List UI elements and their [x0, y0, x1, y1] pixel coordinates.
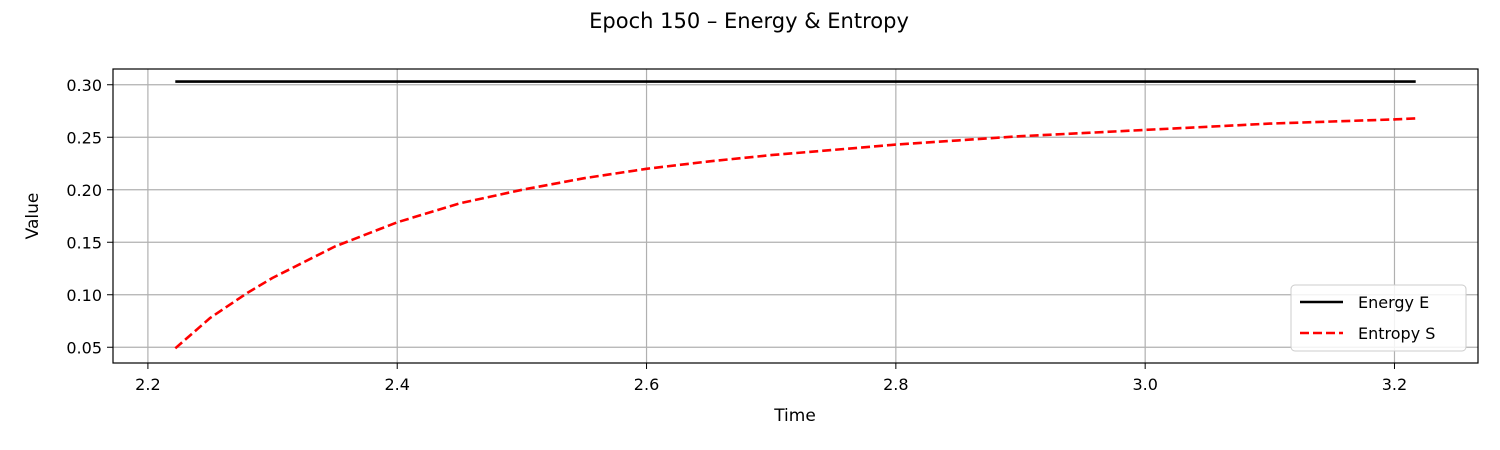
x-axis-label: Time [773, 406, 816, 426]
y-axis-ticks: 0.05 0.10 0.15 0.20 0.25 0.30 [66, 76, 113, 357]
chart-title: Epoch 150 – Energy & Entropy [589, 9, 909, 33]
x-tick-label: 2.8 [883, 375, 908, 394]
legend: Energy E Entropy S [1290, 284, 1467, 352]
x-axis-ticks: 2.2 2.4 2.6 2.8 3.0 3.2 [135, 363, 1407, 394]
y-axis-label: Value [23, 193, 43, 240]
y-tick-label: 0.20 [66, 181, 102, 200]
plot-frame [112, 68, 1479, 364]
y-tick-label: 0.30 [66, 76, 102, 95]
y-tick-label: 0.05 [66, 338, 102, 357]
series-lines [174, 80, 1416, 350]
x-tick-label: 2.6 [634, 375, 659, 394]
series-line [174, 117, 1416, 350]
legend-label: Energy E [1358, 293, 1429, 312]
x-tick-label: 3.0 [1132, 375, 1157, 394]
x-tick-label: 2.2 [135, 375, 160, 394]
y-tick-label: 0.15 [66, 233, 102, 252]
grid [113, 69, 1478, 363]
y-tick-label: 0.10 [66, 286, 102, 305]
x-tick-label: 3.2 [1382, 375, 1407, 394]
x-tick-label: 2.4 [384, 375, 409, 394]
legend-label: Entropy S [1358, 324, 1435, 343]
y-tick-label: 0.25 [66, 128, 102, 147]
